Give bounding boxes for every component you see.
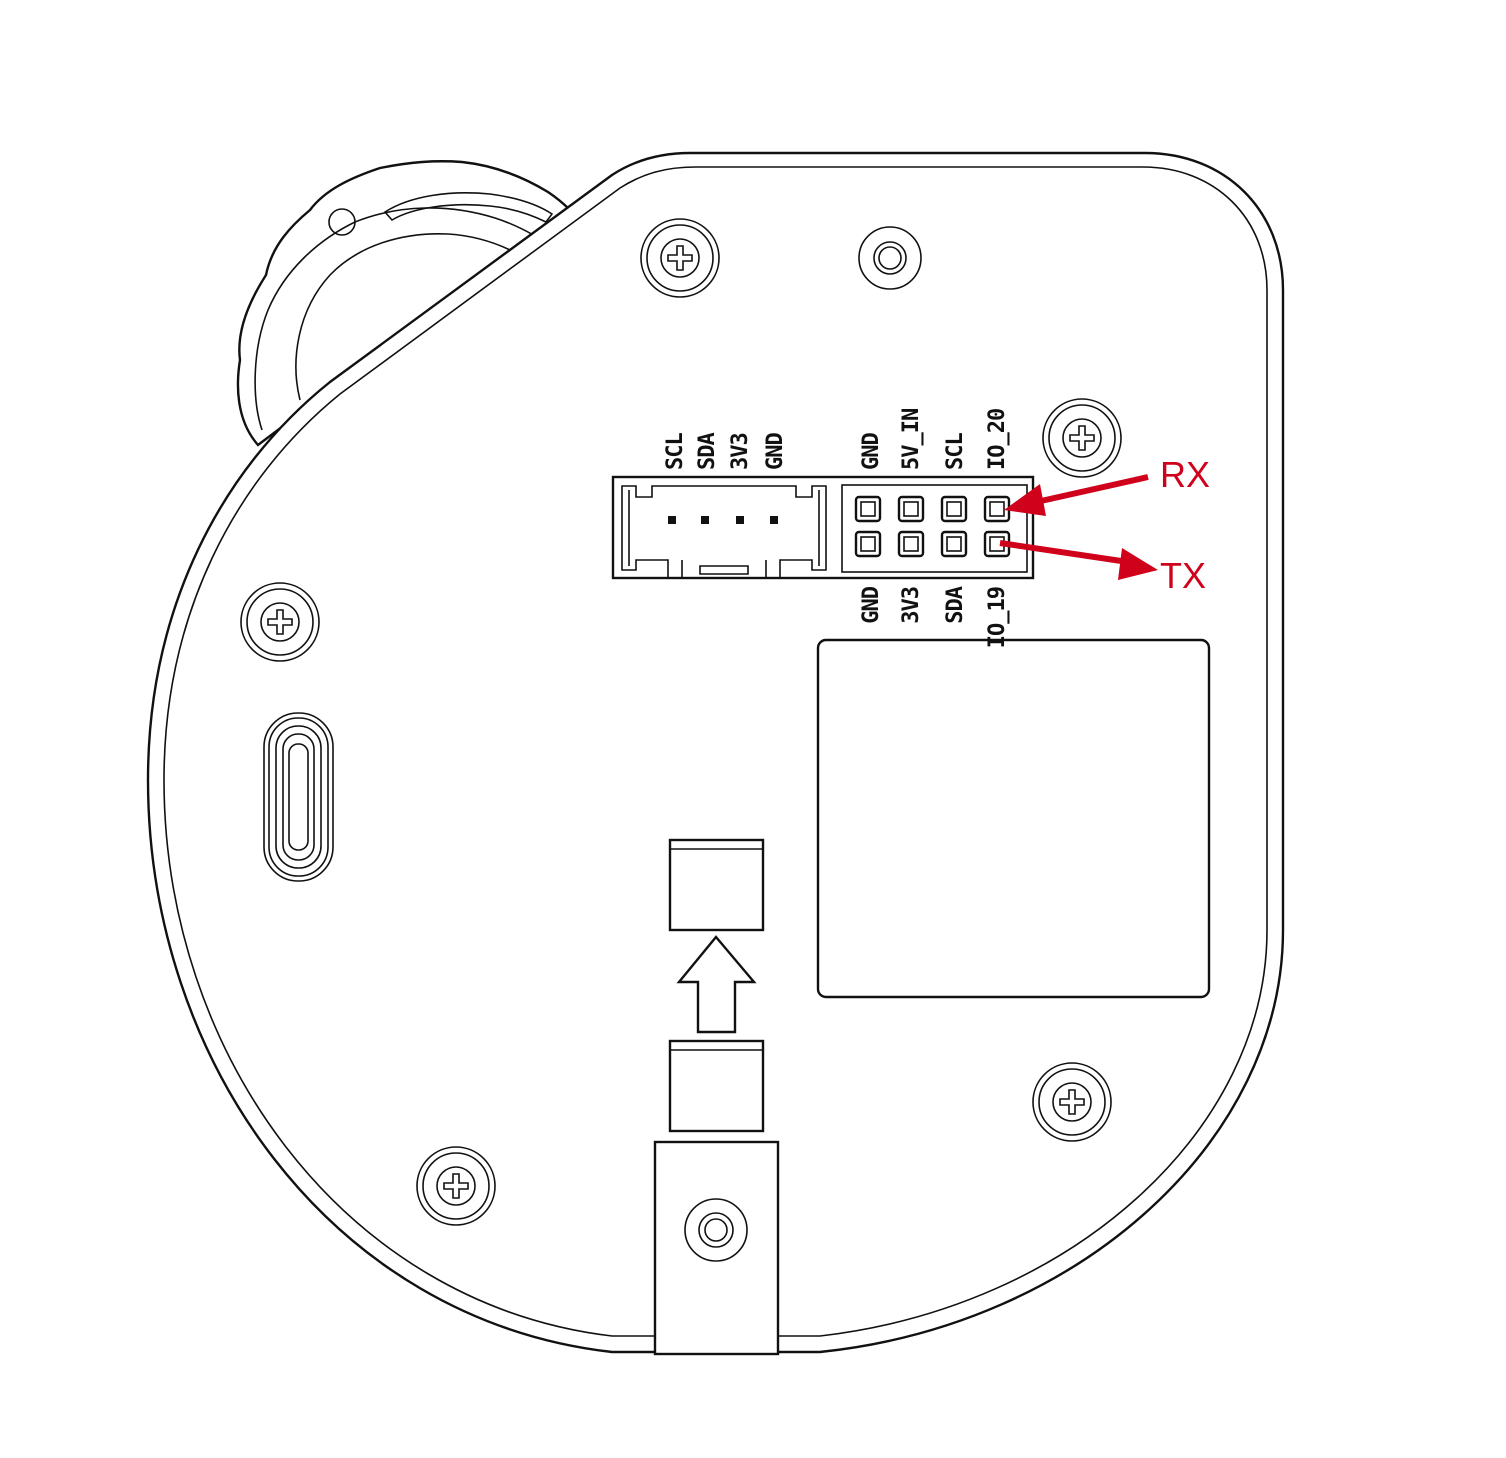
tx-arrow-line: [999, 540, 1129, 565]
header-label-gnd-2: GND: [859, 586, 884, 623]
header-label-gnd: GND: [859, 433, 884, 470]
grove-port: [611, 475, 1035, 580]
label-sticker-area: [816, 638, 1211, 999]
tx-arrowhead: [1118, 548, 1158, 580]
header-label-io20: IO_20: [985, 409, 1010, 470]
grove-label-scl: SCL: [663, 433, 688, 470]
screw-head-icon: [240, 582, 320, 662]
header-pin: [897, 495, 925, 523]
knob-knurled-rim: [236, 160, 572, 447]
screw-head-icon: [1042, 398, 1122, 478]
tx-label: TX: [1160, 555, 1206, 596]
grove-port-labels: SCL SDA 3V3 GND: [663, 433, 788, 470]
header-pin: [897, 530, 925, 558]
mounting-tab: [653, 1140, 780, 1356]
grove-label-gnd: GND: [763, 433, 788, 470]
header-pin: [940, 530, 968, 558]
knob-slot: [383, 192, 554, 224]
screws: [240, 218, 1122, 1226]
header-pin: [940, 495, 968, 523]
usb-c-port-icon: [263, 712, 334, 882]
header-bottom-labels: GND 3V3 SDA IO_19: [859, 586, 1010, 648]
rx-arrow-line: [1031, 474, 1149, 506]
grove-label-sda: SDA: [695, 433, 720, 470]
rx-label: RX: [1160, 454, 1210, 495]
header-label-3v3: 3V3: [899, 587, 924, 624]
mount-hole-icon: [858, 226, 922, 290]
header-label-io19: IO_19: [985, 587, 1010, 648]
screw-head-icon: [1032, 1062, 1112, 1142]
card-slot-guide: [668, 838, 765, 1133]
tx-annotation: TX: [999, 540, 1206, 596]
header-label-scl: SCL: [943, 433, 968, 470]
header-top-labels: GND 5V_IN SCL IO_20: [859, 409, 1010, 470]
header-pin: [854, 530, 882, 558]
insert-direction-arrow-icon: [676, 935, 757, 1034]
screw-head-icon: [640, 218, 720, 298]
rx-arrowhead: [1004, 484, 1046, 516]
knob-inner-ring-2: [295, 232, 526, 401]
header-label-5v-in: 5V_IN: [899, 409, 924, 470]
case-outer-outline: [146, 151, 1285, 1354]
screw-head-icon: [416, 1146, 496, 1226]
knob-indicator-dot: [328, 208, 356, 236]
device-case: [146, 151, 1285, 1354]
rx-annotation: RX: [1004, 454, 1210, 516]
grove-label-3v3: 3V3: [728, 433, 753, 470]
header-label-sda: SDA: [943, 586, 968, 623]
header-pin: [854, 495, 882, 523]
pin-header-2x4: [841, 484, 1028, 573]
case-inner-outline: [163, 166, 1268, 1337]
rotary-knob: [236, 160, 572, 447]
